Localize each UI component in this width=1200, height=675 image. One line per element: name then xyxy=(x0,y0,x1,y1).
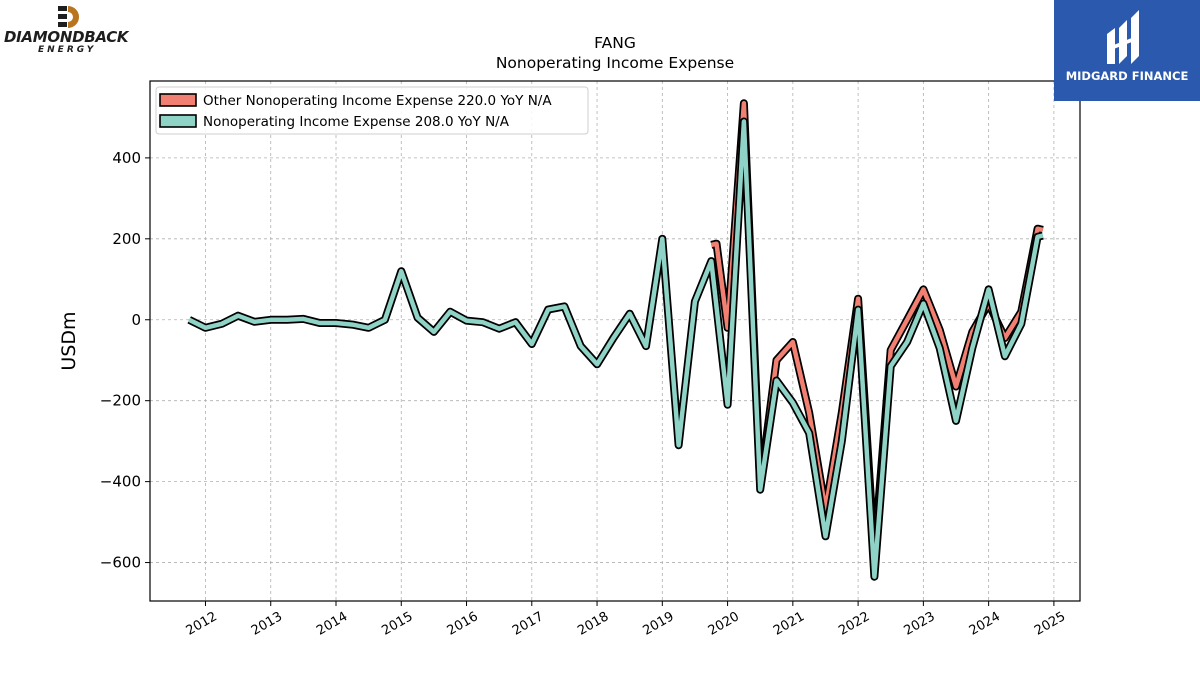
x-tick-label: 2025 xyxy=(1032,609,1068,639)
y-tick-label: −400 xyxy=(100,473,141,491)
x-tick-label: 2024 xyxy=(967,609,1003,639)
series-nonoperating-line xyxy=(188,119,1044,579)
chart-subtitle: Nonoperating Income Expense xyxy=(496,54,734,72)
legend-swatch-nonoperating xyxy=(159,114,197,128)
x-tick-label: 2012 xyxy=(184,609,220,639)
diamondback-emblem-icon xyxy=(58,6,79,28)
x-tick-label: 2018 xyxy=(575,609,611,639)
x-tick-label: 2021 xyxy=(771,609,807,639)
grid xyxy=(150,81,1080,601)
legend-label-other-nonoperating: Other Nonoperating Income Expense 220.0 … xyxy=(203,93,552,109)
diamondback-subtext: ENERGY xyxy=(38,45,97,55)
x-tick-label: 2022 xyxy=(836,609,872,639)
y-axis-label: USDm xyxy=(58,311,80,370)
x-tick-label: 2020 xyxy=(706,609,742,639)
y-tick-label: −200 xyxy=(100,392,141,410)
x-tick-label: 2013 xyxy=(249,609,285,639)
legend-label-nonoperating: Nonoperating Income Expense 208.0 YoY N/… xyxy=(203,114,510,130)
x-tick-label: 2023 xyxy=(902,609,938,639)
midgard-finance-logo: MIDGARD FINANCE xyxy=(1054,0,1200,101)
series-layer xyxy=(187,99,1044,581)
x-tick-label: 2017 xyxy=(510,609,546,639)
y-tick-label: 0 xyxy=(131,311,141,329)
midgard-emblem-icon xyxy=(1107,10,1139,64)
legend-box xyxy=(155,86,589,135)
legend-swatch-other-nonoperating xyxy=(159,93,197,107)
series-nonoperating-line-outline xyxy=(187,117,1044,581)
y-tick-label: 400 xyxy=(112,149,141,167)
midgard-wordmark: MIDGARD FINANCE xyxy=(1065,69,1189,83)
axis-ticks: 2012 2013 2014 2015 2016 2017 2018 2019 2020 2021… xyxy=(100,149,1068,639)
x-tick-label: 2014 xyxy=(314,609,350,639)
plot-frame xyxy=(149,80,1081,602)
chart-title: FANG xyxy=(594,34,636,52)
x-tick-label: 2016 xyxy=(445,609,481,639)
y-tick-label: 200 xyxy=(112,230,141,248)
x-tick-label: 2015 xyxy=(379,609,415,639)
diamondback-wordmark: DIAMONDBACK xyxy=(4,28,129,46)
x-tick-label: 2019 xyxy=(640,609,676,639)
legend: Other Nonoperating Income Expense 220.0 … xyxy=(155,86,589,135)
diamondback-logo: DIAMONDBACK ENERGY xyxy=(4,4,138,56)
y-tick-label: −600 xyxy=(100,554,141,572)
